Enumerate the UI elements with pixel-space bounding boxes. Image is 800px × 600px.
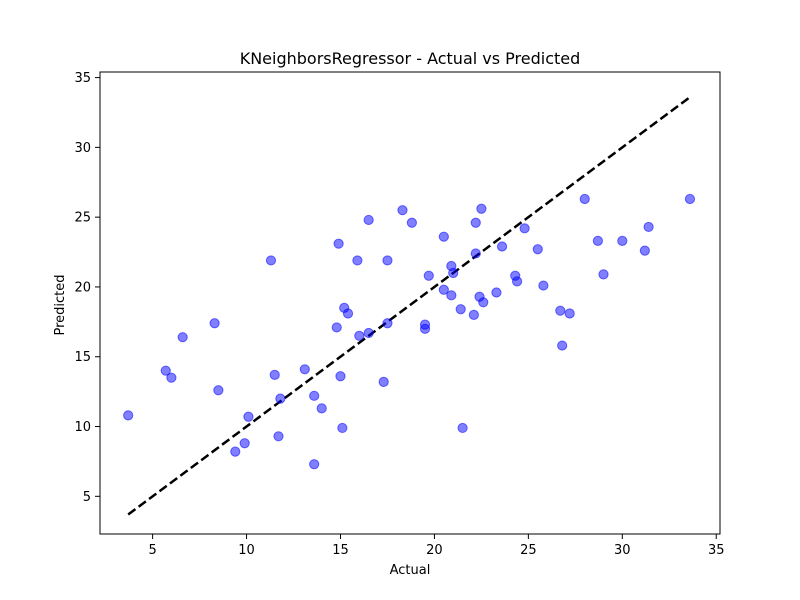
x-tick-label: 10	[238, 543, 255, 558]
data-point	[423, 270, 434, 281]
data-point	[166, 372, 177, 383]
data-point	[557, 340, 568, 351]
data-point	[269, 369, 280, 380]
data-point	[438, 284, 449, 295]
data-point	[491, 287, 502, 298]
data-point	[639, 245, 650, 256]
data-point	[455, 304, 466, 315]
data-point	[446, 290, 457, 301]
data-point	[617, 235, 628, 246]
data-point	[448, 267, 459, 279]
data-point	[382, 255, 393, 266]
data-point	[239, 438, 250, 449]
x-tick-label: 15	[332, 543, 349, 558]
plot-frame	[99, 71, 721, 535]
data-point	[684, 193, 696, 205]
y-tick-label: 15	[74, 350, 91, 365]
data-point	[309, 459, 320, 470]
data-point	[643, 221, 654, 233]
data-point	[230, 446, 241, 457]
data-point	[478, 297, 489, 308]
data-point	[333, 238, 344, 249]
data-point	[123, 410, 134, 421]
data-point	[598, 269, 609, 280]
data-point	[579, 193, 590, 205]
y-tick-label: 35	[74, 71, 91, 86]
data-point	[555, 305, 566, 316]
data-point	[354, 330, 365, 341]
data-point	[177, 332, 188, 343]
data-point	[592, 235, 603, 246]
y-tick-label: 20	[74, 280, 91, 295]
x-tick-label: 35	[708, 543, 725, 558]
x-axis: 5 10 15 20 25 30 35	[148, 534, 725, 558]
y-tick-label: 25	[74, 211, 91, 226]
data-point	[243, 411, 254, 422]
data-point	[337, 422, 348, 434]
data-point	[309, 390, 320, 401]
data-point	[363, 214, 374, 226]
data-point	[470, 248, 481, 259]
data-point	[511, 276, 523, 287]
data-point	[476, 203, 487, 214]
y-axis-label: Predicted	[53, 274, 68, 335]
y-tick-label: 30	[74, 141, 91, 156]
x-tick-label: 25	[520, 543, 537, 558]
data-point	[397, 205, 408, 216]
x-tick-label: 20	[426, 543, 443, 558]
data-point	[275, 393, 286, 404]
data-point	[265, 255, 277, 266]
data-point	[519, 223, 530, 234]
data-point	[316, 403, 327, 414]
data-point	[382, 318, 393, 329]
data-point	[378, 376, 389, 387]
y-axis: 5 10 15 20 25 30 35	[74, 71, 100, 505]
data-point	[532, 244, 543, 255]
data-point	[213, 385, 224, 396]
data-point	[352, 255, 363, 266]
data-point	[331, 322, 342, 333]
data-point	[538, 280, 549, 291]
chart-title: KNeighborsRegressor - Actual vs Predicte…	[240, 49, 581, 68]
data-point	[564, 308, 575, 319]
data-point	[457, 422, 468, 434]
data-point	[496, 241, 508, 252]
data-point	[273, 431, 284, 442]
data-point	[342, 308, 354, 319]
data-point	[470, 217, 481, 228]
data-point	[363, 327, 374, 339]
data-point	[299, 364, 310, 375]
x-tick-label: 5	[148, 543, 156, 558]
data-points-layer	[123, 193, 696, 470]
x-axis-label: Actual	[390, 563, 431, 578]
data-point	[468, 309, 479, 320]
data-point	[160, 365, 171, 376]
x-tick-label: 30	[614, 543, 631, 558]
y-tick-label: 5	[83, 490, 91, 505]
data-point	[335, 371, 346, 382]
data-point	[406, 217, 417, 228]
data-point	[438, 231, 449, 242]
data-point	[419, 323, 431, 334]
data-point	[209, 318, 220, 329]
y-tick-label: 10	[74, 420, 91, 435]
